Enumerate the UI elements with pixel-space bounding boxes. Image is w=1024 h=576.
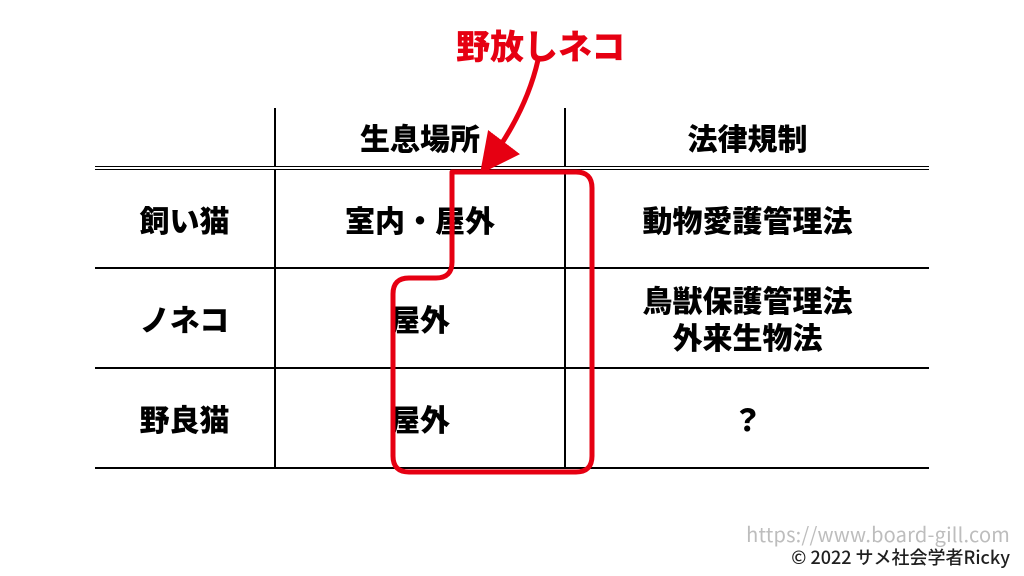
table-row: ノネコ 屋外 鳥獣保護管理法外来生物法 bbox=[95, 268, 929, 368]
cell-location: 屋外 bbox=[275, 368, 565, 468]
cell-category: ノネコ bbox=[95, 268, 275, 368]
table-row: 飼い猫 室内・屋外 動物愛護管理法 bbox=[95, 168, 929, 268]
col-header-blank bbox=[95, 108, 275, 168]
table-header-row: 生息場所 法律規制 bbox=[95, 108, 929, 168]
cell-location: 室内・屋外 bbox=[275, 168, 565, 268]
cell-law: 鳥獣保護管理法外来生物法 bbox=[565, 268, 929, 368]
cell-law: ？ bbox=[565, 368, 929, 468]
callout-label: 野放しネコ bbox=[456, 20, 625, 69]
col-header-location: 生息場所 bbox=[275, 108, 565, 168]
table-row: 野良猫 屋外 ？ bbox=[95, 368, 929, 468]
figure-root: { "callout": { "label": "野放しネコ", "color"… bbox=[0, 0, 1024, 576]
cell-category: 野良猫 bbox=[95, 368, 275, 468]
footer-copyright: © 2022 サメ社会学者Ricky bbox=[791, 544, 1010, 570]
cell-category: 飼い猫 bbox=[95, 168, 275, 268]
cell-law: 動物愛護管理法 bbox=[565, 168, 929, 268]
cell-location: 屋外 bbox=[275, 268, 565, 368]
col-header-law: 法律規制 bbox=[565, 108, 929, 168]
cat-classification-table: 生息場所 法律規制 飼い猫 室内・屋外 動物愛護管理法 ノネコ 屋外 鳥獣保護管… bbox=[95, 108, 929, 469]
